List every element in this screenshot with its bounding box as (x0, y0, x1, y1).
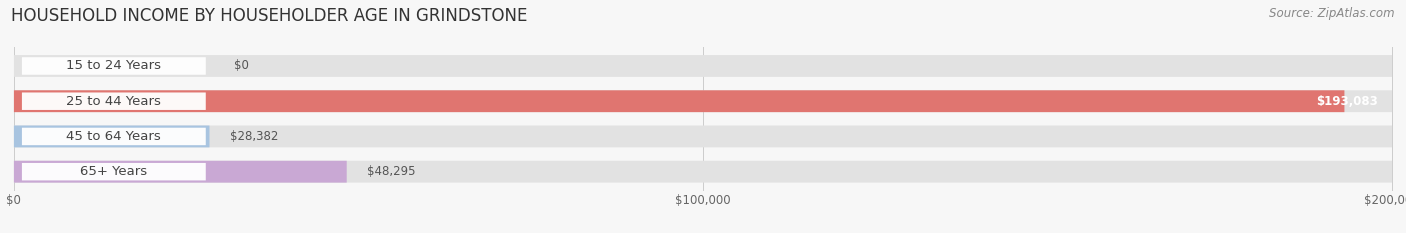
FancyBboxPatch shape (14, 126, 209, 147)
FancyBboxPatch shape (22, 128, 205, 145)
FancyBboxPatch shape (22, 93, 205, 110)
Text: 25 to 44 Years: 25 to 44 Years (66, 95, 162, 108)
FancyBboxPatch shape (22, 57, 205, 75)
Text: $28,382: $28,382 (231, 130, 278, 143)
FancyBboxPatch shape (14, 161, 1392, 183)
Text: HOUSEHOLD INCOME BY HOUSEHOLDER AGE IN GRINDSTONE: HOUSEHOLD INCOME BY HOUSEHOLDER AGE IN G… (11, 7, 527, 25)
FancyBboxPatch shape (14, 126, 1392, 147)
Text: $0: $0 (235, 59, 249, 72)
Text: Source: ZipAtlas.com: Source: ZipAtlas.com (1270, 7, 1395, 20)
FancyBboxPatch shape (14, 90, 1344, 112)
FancyBboxPatch shape (14, 161, 347, 183)
Text: $48,295: $48,295 (367, 165, 416, 178)
Text: 15 to 24 Years: 15 to 24 Years (66, 59, 162, 72)
Text: 65+ Years: 65+ Years (80, 165, 148, 178)
FancyBboxPatch shape (14, 55, 1392, 77)
Text: $193,083: $193,083 (1316, 95, 1378, 108)
FancyBboxPatch shape (22, 163, 205, 180)
FancyBboxPatch shape (14, 90, 1392, 112)
Text: 45 to 64 Years: 45 to 64 Years (66, 130, 162, 143)
